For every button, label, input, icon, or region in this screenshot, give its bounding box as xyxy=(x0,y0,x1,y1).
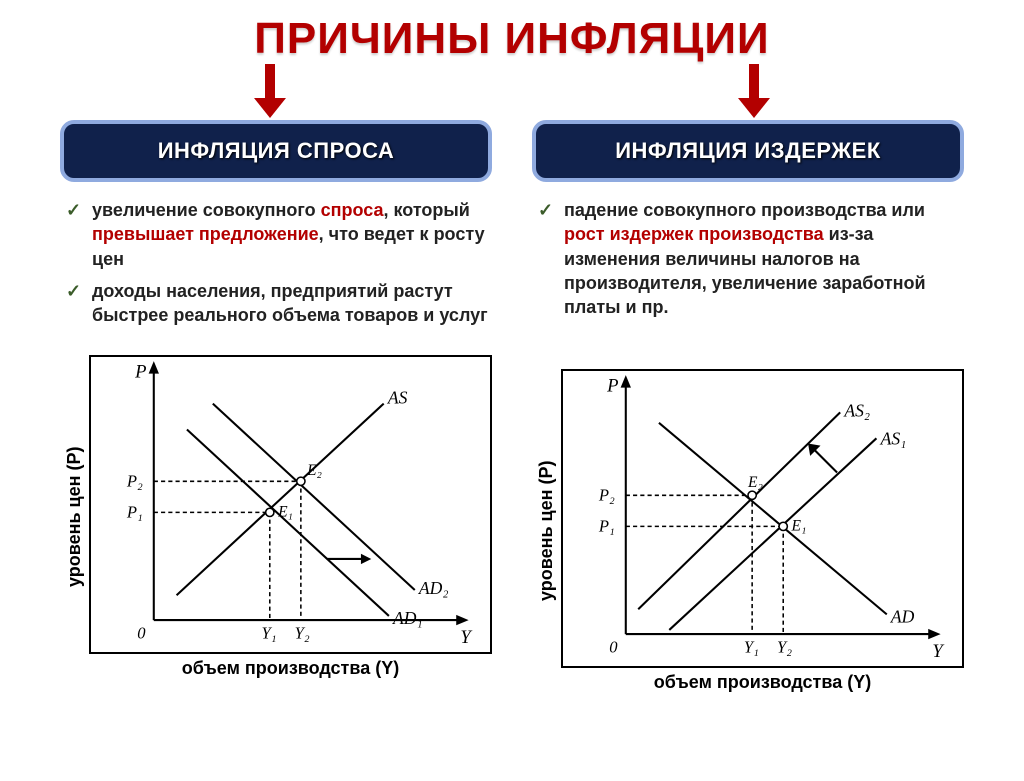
bullet-highlight: спроса xyxy=(321,200,384,220)
left-bullets: увеличение совокупного спроса, который п… xyxy=(60,198,492,335)
left-column: ИНФЛЯЦИЯ СПРОСА увеличение совокупного с… xyxy=(60,120,492,693)
bullet-item: падение совокупного производства или рос… xyxy=(536,198,964,319)
svg-text:Y₁: Y₁ xyxy=(262,624,277,643)
svg-text:E₁: E₁ xyxy=(277,504,293,521)
svg-text:E₁: E₁ xyxy=(791,518,807,535)
svg-text:P₂: P₂ xyxy=(126,472,143,491)
left-chart: P Y 0 AS AD₁ AD₂ E₁ E₂ P₁ P₂ Y₁ Y₂ xyxy=(89,355,492,654)
svg-text:E₂: E₂ xyxy=(306,463,322,480)
header-demand: ИНФЛЯЦИЯ СПРОСА xyxy=(60,120,492,182)
svg-text:P₁: P₁ xyxy=(126,503,143,522)
right-bullets: падение совокупного производства или рос… xyxy=(532,198,964,327)
svg-text:AD₂: AD₂ xyxy=(418,579,449,599)
bullet-text: падение совокупного производства или xyxy=(564,200,925,220)
y-axis-label: уровень цен (P) xyxy=(532,369,561,693)
columns: ИНФЛЯЦИЯ СПРОСА увеличение совокупного с… xyxy=(0,120,1024,693)
bullet-text: доходы населения, предприятий растут быс… xyxy=(92,281,488,325)
svg-text:AD₁: AD₁ xyxy=(392,609,423,629)
svg-text:Y₂: Y₂ xyxy=(777,638,792,657)
svg-text:AS₁: AS₁ xyxy=(880,429,907,449)
bullet-text: увеличение совокупного xyxy=(92,200,321,220)
svg-text:P₂: P₂ xyxy=(598,486,615,505)
svg-text:P₁: P₁ xyxy=(598,517,615,536)
svg-text:0: 0 xyxy=(609,638,618,657)
right-chart-wrap: уровень цен (P) PY0AS₁AS₂ADE₁E₂P₁P₂Y₁Y₂ … xyxy=(532,369,964,693)
svg-text:Y: Y xyxy=(932,641,945,661)
svg-text:P: P xyxy=(134,362,146,383)
svg-text:Y₁: Y₁ xyxy=(744,638,759,657)
y-axis-label: уровень цен (P) xyxy=(60,355,89,679)
arrows-row xyxy=(0,64,1024,120)
page-title: ПРИЧИНЫ ИНФЛЯЦИИ xyxy=(0,14,1024,64)
header-cost: ИНФЛЯЦИЯ ИЗДЕРЖЕК xyxy=(532,120,964,182)
bullet-highlight: превышает предложение xyxy=(92,224,319,244)
svg-text:E₂: E₂ xyxy=(747,474,763,491)
svg-text:AS₂: AS₂ xyxy=(843,401,870,421)
bullet-item: доходы населения, предприятий растут быс… xyxy=(64,279,492,328)
svg-text:Y: Y xyxy=(460,627,473,647)
left-chart-wrap: уровень цен (P) PY0ASAD₁AD₂E₁E₂P₁P₂Y₁Y₂ … xyxy=(60,355,492,679)
bullet-text: , который xyxy=(384,200,470,220)
right-column: ИНФЛЯЦИЯ ИЗДЕРЖЕК падение совокупного пр… xyxy=(532,120,964,693)
svg-text:AS: AS xyxy=(387,388,408,408)
svg-text:Y₂: Y₂ xyxy=(295,624,310,643)
right-chart: P Y 0 AS₁ AS₂ AD E₁ E₂ P₁ P₂ Y₁ Y₂ xyxy=(561,369,964,668)
svg-text:P: P xyxy=(606,376,618,397)
arrow-down-icon xyxy=(734,64,774,120)
bullet-item: увеличение совокупного спроса, который п… xyxy=(64,198,492,271)
svg-text:AD: AD xyxy=(890,607,915,627)
bullet-highlight: рост издержек производства xyxy=(564,224,824,244)
svg-text:0: 0 xyxy=(137,624,146,643)
arrow-down-icon xyxy=(250,64,290,120)
x-axis-label: объем производства (Y) xyxy=(89,658,492,679)
x-axis-label: объем производства (Y) xyxy=(561,672,964,693)
